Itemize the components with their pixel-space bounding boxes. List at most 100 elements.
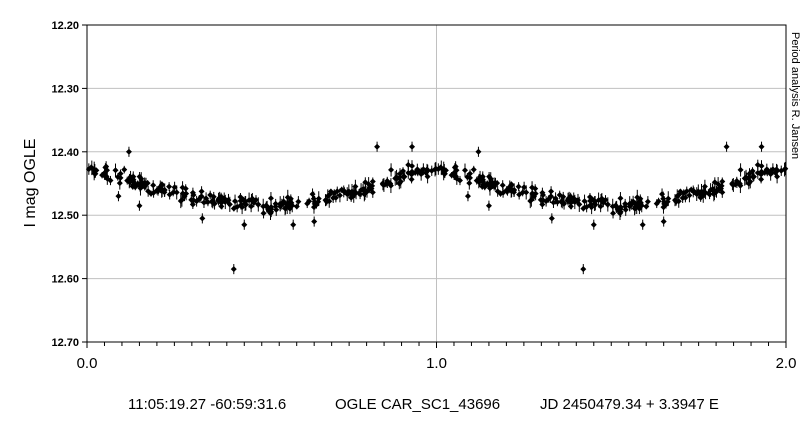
data-point	[204, 199, 211, 206]
data-point	[85, 166, 92, 173]
data-point	[173, 189, 180, 196]
data-point	[418, 169, 425, 176]
data-point	[158, 181, 165, 188]
data-point	[702, 189, 709, 196]
data-point	[487, 179, 494, 186]
data-point	[121, 166, 128, 173]
data-point	[280, 198, 287, 205]
data-point	[361, 191, 368, 198]
data-point	[597, 203, 604, 210]
data-point	[240, 196, 247, 203]
data-point	[494, 180, 501, 187]
data-point	[234, 203, 241, 210]
data-point	[595, 197, 602, 204]
data-point	[743, 175, 750, 182]
data-point	[141, 183, 148, 190]
data-point	[277, 201, 284, 208]
data-point	[781, 166, 788, 173]
data-point	[481, 181, 488, 188]
data-point	[401, 173, 408, 180]
data-point	[499, 182, 506, 189]
data-point	[485, 202, 492, 209]
data-point	[653, 200, 660, 207]
data-point	[405, 161, 412, 168]
data-point	[388, 166, 395, 173]
data-point	[153, 187, 160, 194]
data-point	[583, 203, 590, 210]
data-point	[637, 195, 644, 202]
data-point	[486, 173, 493, 180]
data-point	[758, 143, 765, 150]
data-point	[677, 188, 684, 195]
data-point	[409, 143, 416, 150]
data-point	[136, 173, 143, 180]
chart-footer: 11:05:19.27 -60:59:31.6 OGLE CAR_SC1_436…	[0, 396, 807, 416]
data-point	[746, 170, 753, 177]
data-point	[622, 200, 629, 207]
data-point	[200, 199, 207, 206]
data-point	[224, 197, 231, 204]
data-point	[414, 166, 421, 173]
data-point	[441, 170, 448, 177]
data-point	[116, 180, 123, 187]
data-point	[679, 194, 686, 201]
data-point	[330, 194, 337, 201]
data-point	[369, 178, 376, 185]
data-point	[529, 184, 536, 191]
data-point	[352, 183, 359, 190]
data-point	[609, 203, 616, 210]
data-point	[311, 218, 318, 225]
data-point	[255, 201, 262, 208]
data-point	[198, 188, 205, 195]
data-point	[602, 196, 609, 203]
data-point	[282, 205, 289, 212]
data-point	[523, 189, 530, 196]
data-point	[125, 148, 132, 155]
footer-ephemeris: JD 2450479.34 + 3.3947 E	[540, 396, 719, 413]
data-point	[374, 143, 381, 150]
data-point	[548, 193, 555, 200]
data-point	[193, 198, 200, 205]
footer-coordinates: 11:05:19.27 -60:59:31.6	[128, 396, 287, 413]
data-point	[665, 195, 672, 202]
data-point	[171, 184, 178, 191]
y-tick-label: 12.40	[51, 147, 79, 159]
data-point	[144, 180, 151, 187]
data-point	[729, 180, 736, 187]
data-point	[660, 218, 667, 225]
data-point	[617, 204, 624, 211]
y-tick-label: 12.20	[51, 20, 79, 32]
data-point	[104, 175, 111, 182]
data-point	[241, 221, 248, 228]
data-point	[190, 192, 197, 199]
data-point	[719, 178, 726, 185]
data-point	[199, 215, 206, 222]
data-point	[581, 198, 588, 205]
data-point	[588, 204, 595, 211]
data-point	[686, 192, 693, 199]
data-point	[267, 210, 274, 217]
data-point	[516, 191, 523, 198]
data-point	[448, 172, 455, 179]
y-tick-label: 12.70	[51, 337, 79, 349]
data-point	[644, 198, 651, 205]
data-point	[548, 215, 555, 222]
data-point	[112, 167, 119, 174]
data-point	[209, 199, 216, 206]
data-point	[510, 189, 517, 196]
data-point	[340, 188, 347, 195]
data-point	[103, 163, 110, 170]
x-tick-label: 0.0	[77, 355, 98, 372]
data-point	[767, 169, 774, 176]
data-point	[466, 180, 473, 187]
data-point	[287, 195, 294, 202]
data-point	[315, 195, 322, 202]
data-point	[290, 221, 297, 228]
y-axis-ticks: 12.20 12.30 12.40 12.50 12.60 12.70	[51, 20, 87, 349]
data-point	[239, 204, 246, 211]
data-point	[754, 169, 761, 176]
footer-star-name: OGLE CAR_SC1_43696	[335, 396, 501, 413]
data-point	[715, 181, 722, 188]
data-point	[763, 166, 770, 173]
data-point	[723, 143, 730, 150]
